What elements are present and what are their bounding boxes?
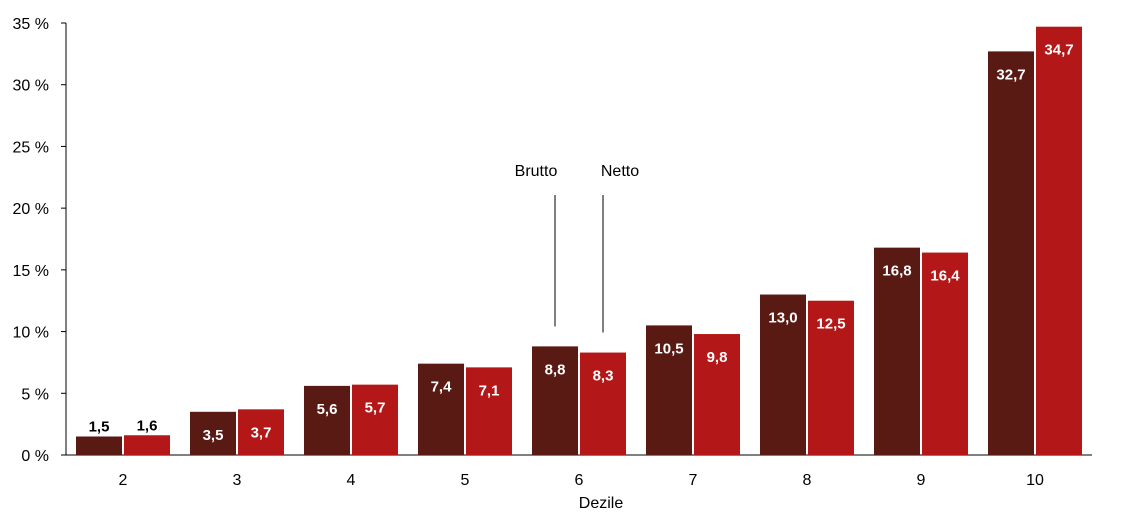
y-tick-label: 0 % xyxy=(21,448,49,465)
y-axis: 0 % 5 % 10 % 15 % 20 % 25 % 30 % 35 % xyxy=(13,16,67,465)
x-tick-label: 4 xyxy=(347,472,356,489)
bar-netto-3 xyxy=(238,409,284,455)
data-label: 1,6 xyxy=(137,417,158,434)
bar-brutto-8 xyxy=(760,294,806,455)
annotation-label: Brutto xyxy=(515,163,558,180)
x-tick-label: 8 xyxy=(803,472,812,489)
bar-netto-4 xyxy=(352,384,398,455)
bar-netto-10 xyxy=(1036,26,1082,456)
data-label: 3,5 xyxy=(203,427,224,444)
bar-netto-7 xyxy=(694,334,740,455)
data-label: 16,4 xyxy=(930,268,960,285)
y-tick-label: 15 % xyxy=(13,263,49,280)
x-tick-label: 9 xyxy=(917,472,926,489)
y-tick-label: 10 % xyxy=(13,325,49,342)
data-label: 16,8 xyxy=(882,263,911,280)
data-label: 8,3 xyxy=(593,368,614,385)
bar-netto-6 xyxy=(580,352,626,455)
bar-netto-5 xyxy=(466,367,512,455)
data-label: 10,5 xyxy=(654,340,683,357)
bar-brutto-7 xyxy=(646,325,692,455)
bar-brutto-10 xyxy=(988,51,1034,455)
data-label: 34,7 xyxy=(1044,42,1073,59)
data-label: 1,5 xyxy=(89,418,110,435)
x-tick-label: 6 xyxy=(575,472,584,489)
y-tick-label: 25 % xyxy=(13,139,49,156)
x-axis: 2 3 4 5 6 7 8 9 10 xyxy=(66,454,1092,489)
bar-brutto-6 xyxy=(532,346,578,455)
data-label: 13,0 xyxy=(768,310,797,327)
data-label: 8,8 xyxy=(545,361,566,378)
data-label: 3,7 xyxy=(251,424,272,441)
data-label: 7,4 xyxy=(431,379,453,396)
y-tick-label: 35 % xyxy=(13,16,49,33)
data-label: 12,5 xyxy=(816,316,845,333)
x-tick-label: 2 xyxy=(119,472,128,489)
data-label: 5,7 xyxy=(365,400,386,417)
x-tick-label: 7 xyxy=(689,472,698,489)
annotations: Brutto Netto xyxy=(515,163,639,333)
y-tick-label: 20 % xyxy=(13,201,49,218)
bars: 1,5 1,6 3,5 3,7 5,6 5,7 7,4 7,1 8,8 8,3 10,5 9,8 13,… xyxy=(76,26,1082,456)
bar-brutto-4 xyxy=(304,385,350,455)
bar-brutto-2 xyxy=(76,436,122,455)
data-label: 32,7 xyxy=(996,66,1025,83)
bar-brutto-5 xyxy=(418,363,464,455)
data-label: 9,8 xyxy=(707,349,728,366)
x-tick-label: 10 xyxy=(1026,472,1044,489)
bar-netto-8 xyxy=(808,300,854,455)
data-label: 5,6 xyxy=(317,401,338,418)
bar-brutto-9 xyxy=(874,247,920,455)
bar-netto-9 xyxy=(922,252,968,455)
x-tick-label: 5 xyxy=(461,472,470,489)
bar-brutto-3 xyxy=(190,411,236,455)
bar-netto-2 xyxy=(124,435,170,455)
x-axis-title: Dezile xyxy=(579,495,624,512)
y-tick-label: 30 % xyxy=(13,78,49,95)
x-tick-label: 3 xyxy=(233,472,242,489)
y-tick-label: 5 % xyxy=(21,386,49,403)
data-label: 7,1 xyxy=(479,382,500,399)
annotation-label: Netto xyxy=(601,163,639,180)
